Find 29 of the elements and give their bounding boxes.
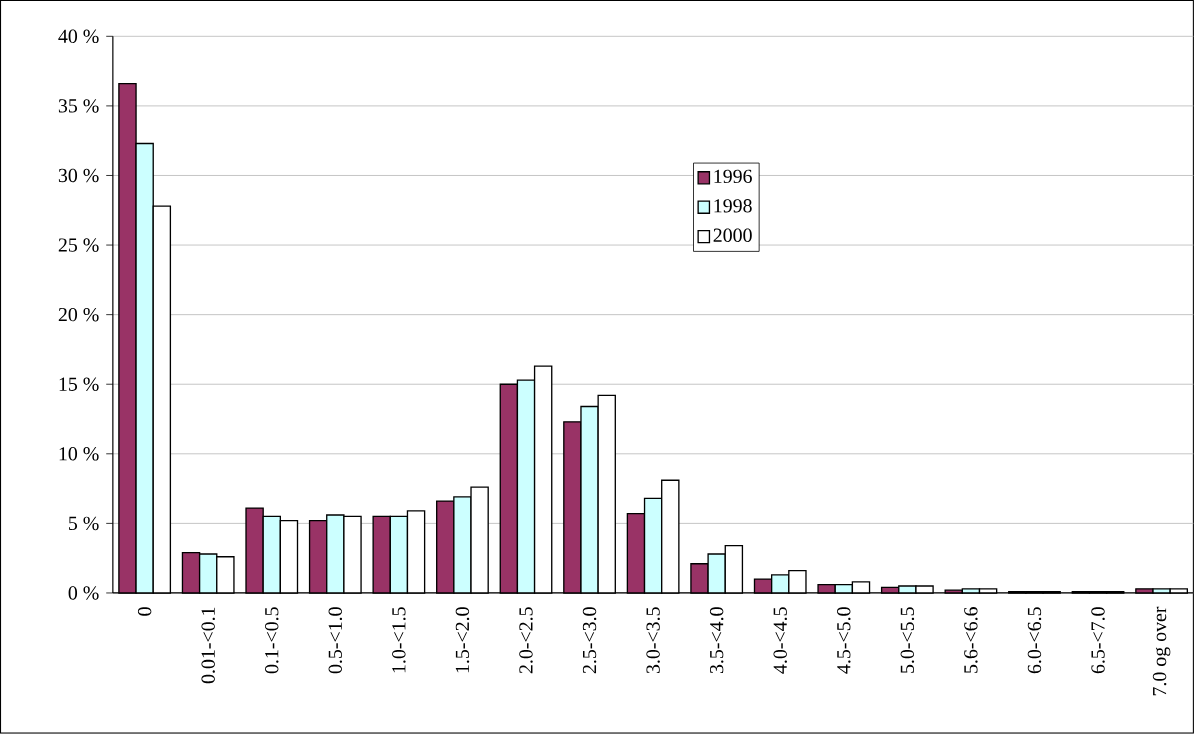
legend-label: 1996 — [714, 169, 752, 184]
y-tick-label: 0 % — [68, 586, 99, 600]
x-tick-label: 1.5-<2.0 — [455, 607, 470, 673]
y-tick-label: 25 % — [58, 238, 99, 252]
legend-label: 2000 — [713, 228, 752, 243]
x-tick-label: 0.5-<1.0 — [328, 607, 343, 674]
x-tick-label: 2.0-<2.5 — [519, 607, 533, 674]
x-tick-label: 6.0-<6.5 — [1027, 607, 1042, 674]
x-tick-label: 5.0-<5.5 — [900, 607, 915, 674]
x-tick-label: 0 — [137, 607, 152, 616]
y-tick-label: 30 % — [58, 168, 99, 183]
y-tick-label: 40 % — [58, 29, 99, 44]
y-tick-label: 10 % — [59, 447, 99, 461]
x-tick-label: 4.5-<5.0 — [837, 607, 851, 674]
x-tick-label: 2.5-<3.0 — [582, 607, 597, 674]
x-tick-label: 6.5-<7.0 — [1091, 607, 1105, 674]
y-tick-label: 15 % — [59, 377, 99, 392]
x-tick-label: 3.5-<4.0 — [709, 607, 724, 674]
x-tick-label: 1.0-<1.5 — [392, 607, 406, 673]
y-tick-label: 35 % — [58, 99, 99, 113]
x-tick-label: 5.6-<6.6 — [964, 607, 978, 674]
y-tick-label: 5 % — [69, 516, 99, 531]
x-tick-label: 3.0-<3.5 — [646, 607, 660, 674]
x-tick-label: 4.0-<4.5 — [773, 607, 787, 674]
y-tick-label: 20 % — [58, 308, 99, 322]
legend-label: 1998 — [714, 199, 752, 213]
x-tick-label: 0.1-<0.5 — [265, 607, 279, 674]
x-tick-label: 0.01-<0.1 — [201, 607, 215, 684]
x-tick-label: 7.0 og over — [1152, 606, 1171, 696]
